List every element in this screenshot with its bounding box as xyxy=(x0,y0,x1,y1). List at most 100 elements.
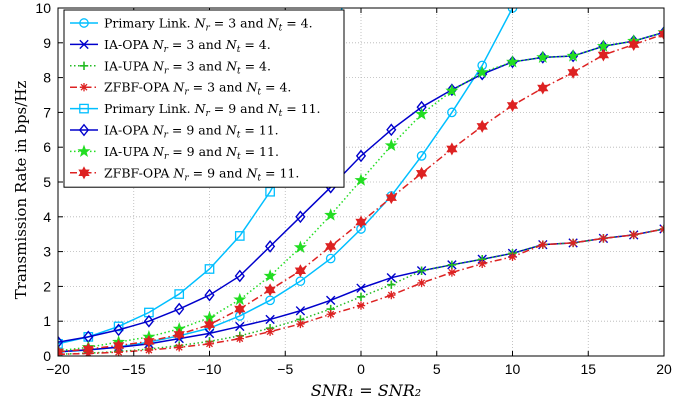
legend-entry: ZFBF-OPA Nr = 3 and Nt = 4. xyxy=(70,80,291,98)
data-point xyxy=(326,295,336,306)
data-point xyxy=(173,327,185,341)
data-point xyxy=(447,268,457,277)
data-point xyxy=(356,301,366,310)
legend-entry: Primary Link. Nr = 3 and Nt = 4. xyxy=(70,16,313,34)
data-point xyxy=(387,290,396,300)
data-point xyxy=(537,81,549,95)
data-point xyxy=(599,234,608,243)
data-point xyxy=(204,264,215,274)
x-tick-label: −10 xyxy=(198,361,222,377)
data-point xyxy=(415,166,428,180)
x-tick-label: 20 xyxy=(656,361,672,377)
data-point xyxy=(417,266,426,275)
x-tick-label: 10 xyxy=(505,361,521,377)
tick-labels: −20 −15 −10 −5 0 5 10 15 20 0 1 2 3 4 5 6 7 8 9 10 xyxy=(35,0,672,377)
data-point xyxy=(355,215,367,229)
data-point xyxy=(415,107,429,120)
data-point xyxy=(113,323,124,337)
data-point xyxy=(234,269,245,283)
data-point xyxy=(417,278,426,288)
x-tick-label: −5 xyxy=(277,361,293,377)
data-point xyxy=(204,328,215,339)
series-line xyxy=(58,228,664,356)
data-point xyxy=(356,283,366,293)
data-point xyxy=(235,334,244,343)
data-point xyxy=(235,321,245,332)
data-point xyxy=(536,50,550,63)
y-tick-label: 4 xyxy=(43,209,51,225)
plot-frame xyxy=(57,7,665,357)
data-point xyxy=(567,65,579,79)
data-point xyxy=(566,49,580,62)
x-tick-label: 5 xyxy=(433,361,441,377)
data-point xyxy=(384,138,398,152)
data-point xyxy=(326,310,335,319)
series-8 xyxy=(58,27,664,356)
data-point xyxy=(175,343,184,352)
data-point xyxy=(597,48,610,62)
legend-marker xyxy=(79,39,89,50)
data-point xyxy=(354,173,368,186)
legend-marker xyxy=(78,166,90,180)
y-tick-label: 9 xyxy=(43,35,51,51)
legend-marker xyxy=(79,18,89,28)
data-point xyxy=(144,345,154,355)
data-point xyxy=(446,83,457,97)
x-tick-label: 15 xyxy=(580,361,596,377)
data-point xyxy=(263,269,277,282)
data-point xyxy=(325,239,337,253)
data-point xyxy=(265,240,276,253)
data-point xyxy=(264,283,276,297)
data-point xyxy=(205,339,214,349)
data-point xyxy=(265,314,275,325)
data-point xyxy=(296,319,305,329)
data-point xyxy=(386,123,397,137)
data-point xyxy=(204,288,215,302)
y-tick-label: 1 xyxy=(43,313,51,329)
y-tick-label: 7 xyxy=(43,104,51,120)
data-point xyxy=(476,119,488,133)
data-point xyxy=(58,345,64,356)
legend-marker xyxy=(78,123,90,137)
data-point xyxy=(658,27,664,41)
data-point xyxy=(447,260,457,270)
legend-entry: ZFBF-OPA Nr = 9 and Nt = 11. xyxy=(70,165,299,183)
data-point xyxy=(143,314,154,328)
data-point xyxy=(475,65,489,78)
data-point xyxy=(295,306,306,316)
y-tick-label: 5 xyxy=(43,174,51,190)
data-point xyxy=(58,338,63,349)
x-tick-label: −15 xyxy=(122,361,146,377)
data-point xyxy=(295,210,306,224)
data-point xyxy=(416,151,427,161)
data-point xyxy=(112,339,125,353)
data-point xyxy=(446,142,458,156)
data-point xyxy=(568,238,578,248)
data-point xyxy=(174,302,185,316)
x-axis-label: SNR₁ = SNR₂ xyxy=(311,381,421,400)
data-point xyxy=(324,208,338,221)
data-point xyxy=(355,149,367,163)
data-point xyxy=(294,264,307,278)
data-point xyxy=(508,252,517,262)
data-point xyxy=(447,107,457,118)
data-point xyxy=(385,191,397,205)
data-point xyxy=(234,231,245,241)
data-point xyxy=(506,98,519,112)
legend-box xyxy=(63,9,345,188)
legend-label: IA-UPA Nr = 3 and Nt = 4. xyxy=(104,58,271,76)
data-point xyxy=(325,253,336,264)
legend-label: ZFBF-OPA Nr = 3 and Nt = 4. xyxy=(104,80,291,98)
data-point xyxy=(58,335,64,349)
legend-marker xyxy=(79,61,89,70)
y-tick-label: 0 xyxy=(43,348,51,364)
data-point xyxy=(174,289,185,299)
legend-label: Primary Link. Nr = 9 and Nt = 11. xyxy=(104,101,321,119)
data-point xyxy=(386,273,396,283)
legend-entry: IA-UPA Nr = 9 and Nt = 11. xyxy=(70,144,279,162)
legend-label: IA-OPA Nr = 3 and Nt = 4. xyxy=(104,37,271,55)
data-point xyxy=(234,302,246,316)
legend-marker xyxy=(79,103,89,114)
legend-entry: IA-UPA Nr = 3 and Nt = 4. xyxy=(70,58,271,76)
